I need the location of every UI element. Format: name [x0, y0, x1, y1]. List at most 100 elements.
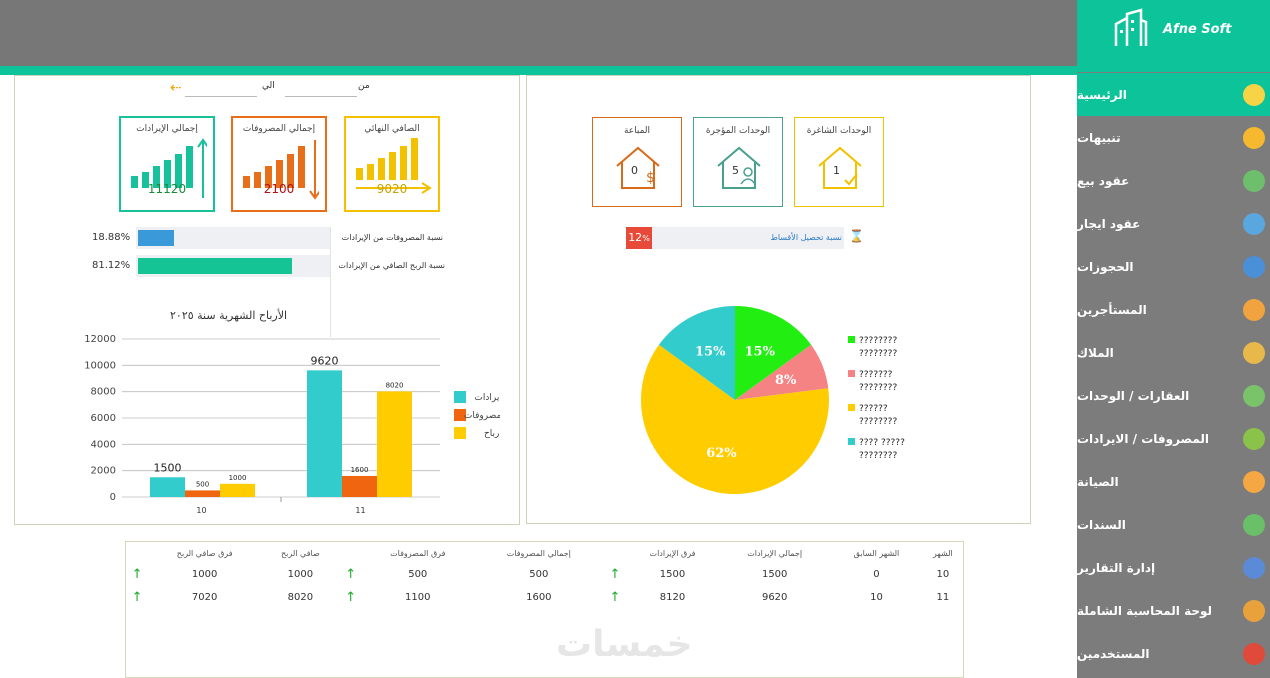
pie-slice-label: 15% [745, 344, 776, 359]
table-cell: 9620 [761, 592, 788, 603]
sidebar-item-13[interactable]: المستخدمين [1077, 632, 1270, 675]
x-tick-label: 11 [355, 506, 365, 515]
expense-ratio-value: 18.88% [92, 232, 131, 243]
table-header[interactable]: فرق الإيرادات [649, 548, 696, 558]
sidebar-item-4[interactable]: الحجوزات [1077, 245, 1270, 288]
pie-legend-label: ???? ????????????? [859, 438, 905, 461]
table-header[interactable]: صافي الربح [281, 548, 320, 558]
top-bar [0, 0, 1077, 66]
user-pin-icon [1243, 643, 1265, 665]
legend-swatch [454, 409, 466, 421]
table-header[interactable]: فرق صافي الربح [176, 548, 233, 558]
arrow-up-icon: ↑ [131, 590, 143, 605]
sidebar-item-3[interactable]: عقود ايجار [1077, 202, 1270, 245]
unit-value: 5 [732, 164, 739, 177]
table-cell: 1500 [659, 569, 686, 580]
sidebar-item-12[interactable]: لوحة المحاسبة الشاملة [1077, 589, 1270, 632]
kpi-title: إجمالي الإيرادات [136, 124, 198, 134]
bar-value-label: 8020 [386, 381, 404, 389]
table-header[interactable]: إجمالي الإيرادات [747, 548, 803, 558]
table-header[interactable]: الشهر السابق [853, 548, 900, 558]
sidebar-item-label: الحجوزات [1077, 259, 1134, 274]
table-cell: 1000 [191, 569, 218, 580]
sidebar-item-7[interactable]: العقارات / الوحدات [1077, 374, 1270, 417]
table-cell: 1600 [526, 592, 552, 603]
kpi-value: 9020 [376, 182, 408, 196]
date-to-input[interactable] [185, 96, 257, 97]
brand-name: Afne Soft [1163, 22, 1232, 37]
from-label: من [358, 81, 370, 91]
table-header[interactable]: فرق المصروفات [390, 548, 446, 558]
kpi-title: الصافي النهائي [364, 124, 420, 134]
money-bag-icon [1243, 342, 1265, 364]
bell-icon [1243, 127, 1265, 149]
sidebar-item-8[interactable]: المصروفات / الايرادات [1077, 417, 1270, 460]
pie-legend-label: ??????????????? [859, 370, 897, 393]
sidebar-item-5[interactable]: المستأجرين [1077, 288, 1270, 331]
bar-الايرادات-11 [307, 370, 342, 497]
unit-value: 0 [631, 164, 638, 177]
kpi-net-card: الصافي النهائي 9020 [344, 116, 440, 212]
collection-ratio-label: نسبة تحصيل الأقساط [770, 233, 842, 242]
logo-area [1077, 0, 1270, 72]
sidebar-item-11[interactable]: إدارة التقارير [1077, 546, 1270, 589]
arrow-up-icon: ↑ [609, 567, 621, 582]
house-check-icon [818, 146, 862, 189]
unit-value: 1 [833, 164, 840, 177]
worker-icon [1243, 471, 1265, 493]
chart-pie-icon [1243, 600, 1265, 622]
sidebar-item-9[interactable]: الصيانة [1077, 460, 1270, 503]
table-cell: 500 [529, 569, 549, 580]
chart-title: الأرباح الشهرية سنة ٢٠٢٥ [170, 309, 288, 322]
sidebar-item-label: المصروفات / الايرادات [1077, 431, 1210, 446]
vacant-units-card: الوحدات الشاغرة 1 [794, 117, 884, 207]
lightbulb-icon [1243, 84, 1265, 106]
bars-up-icon [131, 138, 207, 198]
collection-ratio-track: 12% [626, 227, 844, 249]
sidebar-item-0[interactable]: الرئيسية [1077, 73, 1270, 116]
collection-ratio-unit: % [642, 234, 650, 243]
sidebar-item-6[interactable]: الملاك [1077, 331, 1270, 374]
finance-panel [14, 75, 520, 525]
sold-units-card: المباعة $ 0 [592, 117, 682, 207]
arrow-up-icon: ↑ [609, 590, 621, 605]
arrow-left-icon[interactable]: ⇠ [170, 80, 182, 96]
bar-value-label: 9620 [311, 354, 339, 367]
unit-title: المباعة [623, 126, 651, 136]
calculator-icon [1243, 213, 1265, 235]
sidebar-item-label: السندات [1077, 517, 1126, 532]
profit-ratio-track [136, 255, 330, 277]
bar-الارباح-10 [220, 483, 255, 497]
table-header[interactable] [340, 543, 362, 563]
sidebar-item-10[interactable]: السندات [1077, 503, 1270, 546]
pie-legend-swatch [848, 404, 855, 411]
profit-ratio-fill [138, 258, 292, 274]
pie-legend-label: ???????????????? [859, 336, 897, 359]
table-header[interactable]: إجمالي المصروفات [506, 548, 571, 558]
pie-legend-label: ?????????????? [859, 404, 897, 427]
table-header[interactable] [126, 543, 148, 563]
sidebar-item-1[interactable]: تنبيهات [1077, 116, 1270, 159]
table-header[interactable] [604, 543, 626, 563]
kpi-expenses-card: إجمالي المصروفات 2100 [231, 116, 327, 212]
table-row: 10 0 1500 1500 ↑ 500 500 ↑ 1000 1000 ↑ [126, 563, 963, 586]
table-cell: 7020 [191, 592, 218, 603]
expense-ratio-track [136, 227, 330, 249]
bar-الارباح-11 [377, 391, 412, 497]
pie-slice-1 [735, 344, 829, 400]
date-from-input[interactable] [285, 96, 357, 97]
cash-hand-icon [1243, 428, 1265, 450]
sidebar-item-label: لوحة المحاسبة الشاملة [1077, 603, 1213, 618]
arrow-up-icon: ↑ [345, 567, 357, 582]
table-cell: 8120 [659, 592, 686, 603]
legend-swatch [454, 391, 466, 403]
legend-label: الايرادات [474, 393, 500, 403]
sidebar-item-2[interactable]: عقود بيع [1077, 159, 1270, 202]
pie-slice-label: 8% [775, 373, 797, 388]
table-cell: 11 [936, 592, 950, 603]
table-header[interactable]: الشهر [932, 548, 953, 558]
bar-value-label: 1600 [351, 466, 369, 474]
table-cell: 10 [870, 592, 883, 603]
expense-ratio-fill [138, 230, 174, 246]
bar-value-label: 1000 [229, 474, 247, 482]
